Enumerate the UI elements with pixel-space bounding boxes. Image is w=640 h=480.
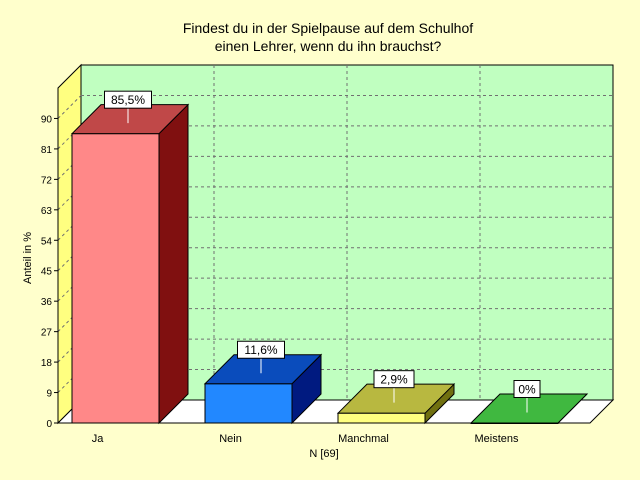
- data-label: 0%: [518, 383, 536, 397]
- chart-title: Findest du in der Spielpause auf dem Sch…: [183, 20, 473, 54]
- bar-top: [336, 383, 456, 414]
- y-tick-label: 54: [41, 236, 53, 247]
- chart-title-line-2: einen Lehrer, wenn du ihn brauchst?: [215, 38, 442, 54]
- data-label-box: [237, 340, 285, 359]
- bar-top: [469, 393, 589, 424]
- data-label-box: [104, 90, 152, 109]
- plot-area: 0 9 18 27 36 45 54 63 72 81 90 85,5% Ja 11,6% Nein 2,9%…: [41, 63, 615, 445]
- bar-front: [337, 412, 426, 424]
- bar-nein: 11,6%: [203, 340, 323, 425]
- y-axis-label: Anteil in %: [22, 232, 34, 284]
- data-label: 11,6%: [244, 343, 277, 357]
- chart-title-line-1: Findest du in der Spielpause auf dem Sch…: [183, 20, 473, 36]
- bar-front: [204, 383, 293, 424]
- bar-manchmal: 2,9%: [336, 370, 456, 425]
- x-tick-label: Manchmal: [338, 433, 389, 445]
- bar-top: [203, 354, 323, 385]
- data-label: 85,5%: [111, 93, 145, 107]
- data-label-box: [373, 370, 415, 389]
- bar-meistens: 0%: [469, 380, 589, 424]
- y-tick-label: 36: [41, 297, 53, 308]
- y-tick-label: 9: [46, 389, 52, 400]
- y-tick-label: 27: [41, 328, 53, 339]
- data-label: 2,9%: [380, 373, 408, 387]
- y-tick-label: 81: [41, 145, 53, 156]
- x-tick-label: Meistens: [474, 433, 519, 445]
- bar-top: [70, 104, 190, 135]
- bar-ja: 85,5%: [70, 90, 190, 425]
- x-axis-label: N [69]: [309, 448, 338, 460]
- y-tick-label: 90: [41, 114, 53, 125]
- x-tick-label: Ja: [92, 433, 105, 445]
- bar-front: [71, 133, 160, 424]
- y-tick-label: 63: [41, 206, 53, 217]
- data-label-box: [513, 380, 541, 398]
- y-tick-label: 45: [41, 267, 53, 278]
- x-tick-label: Nein: [219, 433, 242, 445]
- y-tick-label: 18: [41, 358, 53, 369]
- y-tick-label: 72: [41, 175, 53, 186]
- bar-side: [158, 103, 189, 425]
- y-tick-label: 0: [46, 419, 52, 430]
